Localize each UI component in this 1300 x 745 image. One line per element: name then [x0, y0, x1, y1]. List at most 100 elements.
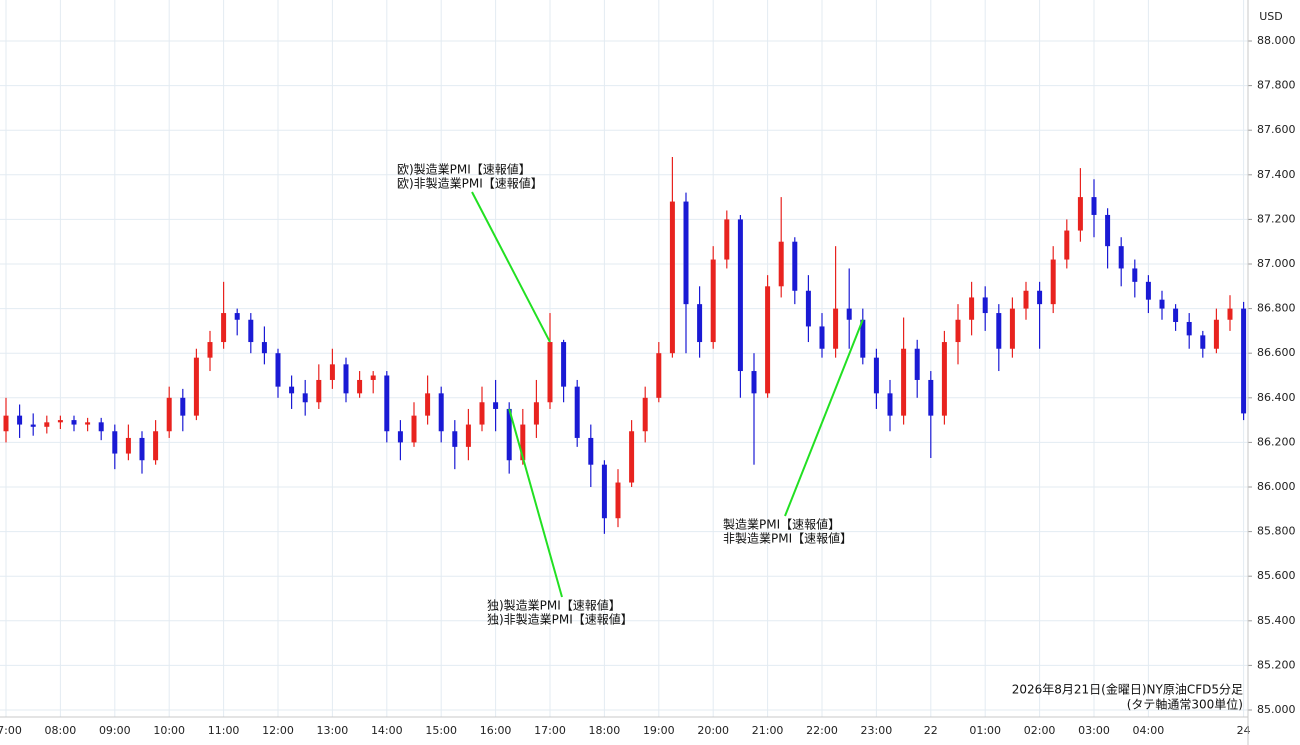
candle-body	[1173, 308, 1179, 322]
candle-body	[329, 364, 335, 380]
candle-body	[343, 364, 349, 394]
candle-body	[1050, 259, 1056, 305]
candle-body	[969, 297, 975, 320]
candle-body	[656, 353, 662, 398]
candle-body	[1200, 335, 1206, 349]
annotation-text: 独)非製造業PMI【速報値】	[487, 612, 633, 627]
x-tick-label: 09:00	[99, 724, 131, 737]
x-tick-label: 24	[1237, 724, 1251, 737]
y-tick-label: 86.200	[1257, 435, 1296, 448]
candle-body	[221, 313, 227, 343]
y-tick-label: 87.000	[1257, 257, 1296, 270]
candle-body	[860, 319, 866, 358]
candle-body	[1227, 308, 1233, 320]
annotation-text: 欧)製造業PMI【速報値】	[397, 162, 531, 177]
candle-body	[316, 379, 322, 403]
candle-body	[207, 342, 213, 358]
candle-body	[697, 304, 703, 343]
candle-body	[370, 375, 376, 380]
x-tick-label: 13:00	[317, 724, 349, 737]
candle-body	[479, 402, 485, 425]
x-tick-label: 11:00	[208, 724, 240, 737]
candle-body	[30, 424, 36, 427]
x-tick-label: 15:00	[425, 724, 457, 737]
x-tick-label: 03:00	[1078, 724, 1110, 737]
candle-body	[1064, 230, 1070, 260]
y-tick-label: 85.800	[1257, 525, 1296, 538]
y-tick-label: 85.000	[1257, 703, 1296, 716]
candle-body	[751, 371, 757, 394]
candle-body	[139, 437, 145, 461]
x-tick-label: 01:00	[969, 724, 1001, 737]
candle-body	[901, 348, 907, 416]
annotation-line	[784, 319, 864, 517]
candle-body	[1009, 308, 1015, 349]
annotation-line	[471, 191, 551, 343]
candle-body	[1145, 281, 1151, 300]
annotation-text: 非製造業PMI【速報値】	[723, 531, 852, 546]
candle-body	[588, 437, 594, 465]
overlay: 欧)製造業PMI【速報値】欧)非製造業PMI【速報値】独)製造業PMI【速報値】…	[397, 162, 1243, 712]
x-tick-label: 23:00	[861, 724, 893, 737]
candles	[3, 156, 1247, 534]
candle-body	[57, 420, 63, 423]
note: 2026年8月21日(金曜日)NY原油CFD5分足	[1012, 682, 1243, 697]
x-tick-label: 22	[924, 724, 938, 737]
candle-body	[1118, 246, 1124, 269]
candle-body	[302, 393, 308, 403]
y-tick-label: 86.600	[1257, 346, 1296, 359]
candle-body	[397, 431, 403, 443]
candle-body	[914, 348, 920, 380]
y-tick-label: 87.400	[1257, 168, 1296, 181]
candle-body	[506, 408, 512, 461]
candle-body	[792, 241, 798, 291]
candle-body	[261, 342, 267, 354]
note: (タテ軸通常300単位)	[1127, 697, 1243, 712]
candle-body	[98, 422, 104, 432]
candle-body	[180, 397, 186, 416]
candle-body	[17, 415, 23, 425]
candle-body	[289, 386, 295, 394]
y-tick-label: 86.400	[1257, 391, 1296, 404]
candle-body	[384, 375, 390, 432]
x-tick-label: 22:00	[806, 724, 838, 737]
annotation-text: 製造業PMI【速報値】	[723, 517, 840, 532]
candle-body	[3, 415, 9, 432]
x-tick-label: 02:00	[1024, 724, 1056, 737]
candle-body	[547, 342, 553, 403]
candle-body	[805, 290, 811, 327]
candle-body	[465, 424, 471, 447]
y-tick-label: 86.800	[1257, 302, 1296, 315]
candle-body	[533, 402, 539, 425]
annotation-text: 欧)非製造業PMI【速報値】	[397, 176, 543, 191]
candle-body	[928, 379, 934, 416]
candle-body	[1077, 197, 1083, 231]
candle-body	[629, 431, 635, 483]
candle-body	[941, 342, 947, 416]
candle-body	[778, 241, 784, 287]
annotation-line	[508, 408, 563, 598]
candle-body	[765, 286, 771, 394]
y-tick-label: 88.000	[1257, 34, 1296, 47]
candle-body	[887, 393, 893, 416]
x-tick-label: 19:00	[643, 724, 675, 737]
candle-body	[166, 397, 172, 432]
x-tick-label: 08:00	[45, 724, 77, 737]
candle-body	[85, 422, 91, 425]
candle-body	[819, 326, 825, 349]
y-tick-label: 86.000	[1257, 480, 1296, 493]
candle-body	[275, 353, 281, 387]
y-tick-label: 85.600	[1257, 569, 1296, 582]
candle-body	[724, 219, 730, 260]
x-tick-label: 12:00	[262, 724, 294, 737]
candle-body	[112, 431, 118, 454]
candle-body	[234, 313, 240, 320]
candle-body	[153, 431, 159, 461]
candle-body	[873, 357, 879, 394]
y-tick-label: 87.600	[1257, 123, 1296, 136]
y-tick-label: 87.200	[1257, 212, 1296, 225]
candle-body	[669, 201, 675, 354]
candle-body	[1186, 321, 1192, 336]
